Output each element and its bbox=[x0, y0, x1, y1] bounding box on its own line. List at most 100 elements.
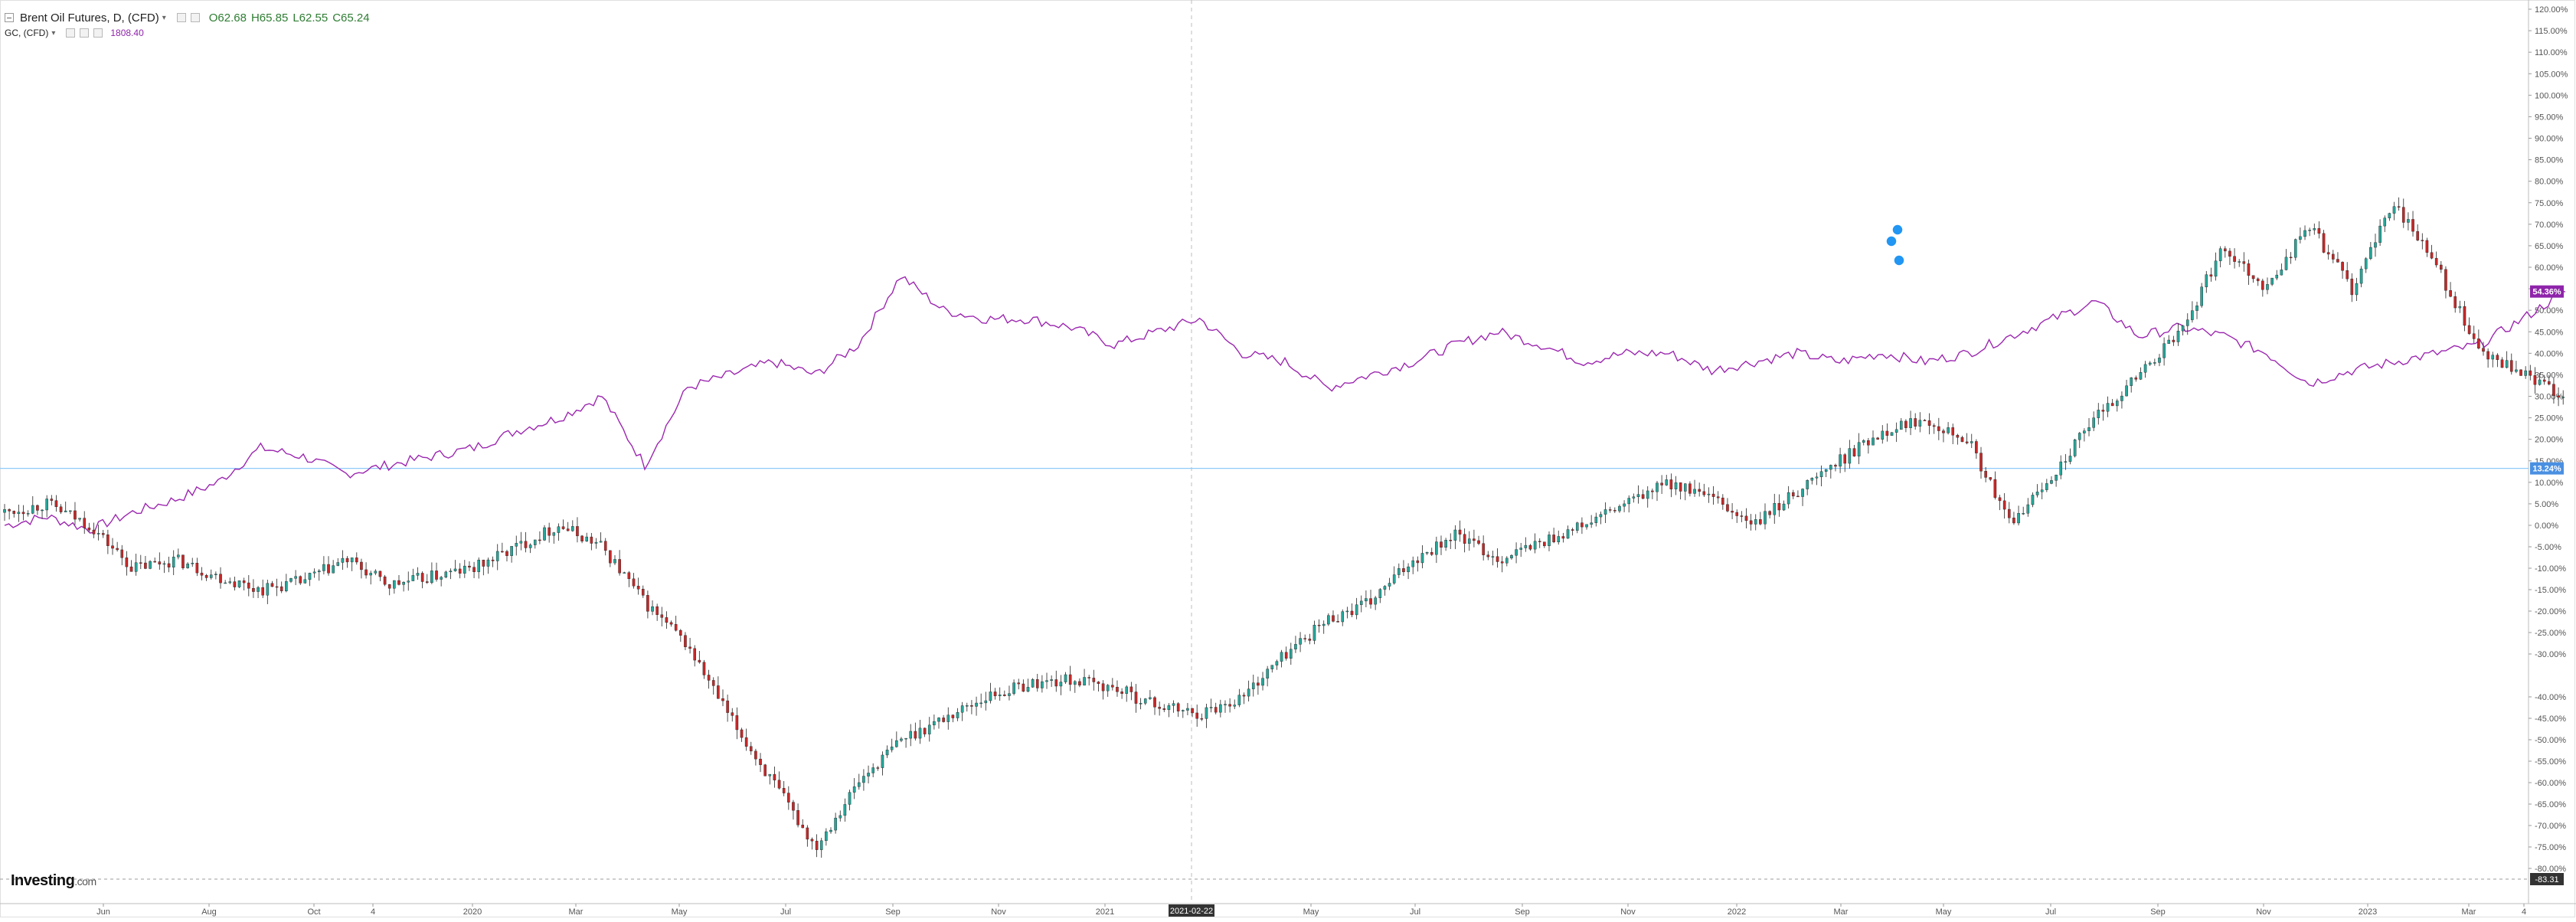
candle-body bbox=[1581, 522, 1584, 528]
candle-body bbox=[294, 576, 297, 579]
candle-body bbox=[984, 700, 988, 704]
candle-body bbox=[1186, 708, 1189, 711]
close-icon[interactable] bbox=[93, 28, 103, 38]
candle-body bbox=[167, 563, 171, 567]
candle-body bbox=[2482, 348, 2485, 352]
x-tick-label: Jun bbox=[96, 907, 110, 917]
x-tick-label: Oct bbox=[307, 907, 320, 917]
candle-body bbox=[1275, 661, 1279, 665]
candle-body bbox=[1575, 522, 1579, 531]
primary-symbol-name[interactable]: Brent Oil Futures, D, (CFD) bbox=[20, 11, 159, 25]
candle-body bbox=[345, 557, 349, 563]
candle-body bbox=[1623, 503, 1626, 507]
candle-body bbox=[1693, 489, 1696, 494]
candle-body bbox=[576, 526, 579, 537]
collapse-icon[interactable] bbox=[5, 13, 14, 22]
candle-body bbox=[1876, 437, 1879, 440]
candle-body bbox=[1158, 707, 1161, 709]
candle-body bbox=[1247, 688, 1250, 697]
candle-body bbox=[1392, 574, 1396, 584]
candle-body bbox=[116, 548, 119, 551]
candle-body bbox=[477, 559, 480, 572]
candle-body bbox=[463, 565, 466, 574]
crosshair-date-label: 2021-02-22 bbox=[1170, 907, 1213, 916]
candle-body bbox=[261, 587, 264, 596]
candle-body bbox=[1120, 692, 1123, 694]
candle-body bbox=[2195, 306, 2198, 311]
close-icon[interactable] bbox=[190, 13, 200, 22]
candle-body bbox=[266, 583, 270, 596]
settings-icon[interactable] bbox=[80, 28, 90, 38]
candle-body bbox=[1824, 469, 1828, 472]
x-tick-label: Sep bbox=[1515, 907, 1530, 917]
candle-body bbox=[1219, 704, 1222, 713]
candle-body bbox=[1068, 674, 1072, 685]
candle-body bbox=[519, 541, 523, 544]
candle-body bbox=[2332, 253, 2335, 260]
y-tick-label: -10.00% bbox=[2535, 564, 2566, 574]
candle-body bbox=[2064, 461, 2068, 463]
candle-body bbox=[2077, 433, 2081, 440]
chevron-down-icon[interactable]: ▾ bbox=[51, 28, 56, 38]
candle-body bbox=[106, 535, 110, 546]
candle-body bbox=[2341, 262, 2344, 271]
candle-body bbox=[1759, 519, 1762, 525]
settings-icon[interactable] bbox=[176, 13, 186, 22]
candle-body bbox=[1233, 705, 1237, 707]
x-tick-label: Sep bbox=[885, 907, 901, 917]
candle-body bbox=[1449, 540, 1453, 541]
chevron-down-icon[interactable]: ▾ bbox=[162, 13, 166, 22]
candle-body bbox=[195, 563, 199, 574]
candle-body bbox=[17, 512, 21, 515]
y-tick-label: 0.00% bbox=[2535, 521, 2558, 531]
candle-body bbox=[2176, 330, 2180, 342]
candle-body bbox=[1467, 538, 1471, 544]
candle-body bbox=[1369, 598, 1372, 605]
candle-body bbox=[979, 702, 982, 705]
candle-body bbox=[21, 512, 25, 515]
candle-body bbox=[2401, 207, 2405, 223]
candle-body bbox=[1543, 541, 1546, 547]
candle-body bbox=[486, 559, 490, 567]
brent-pct-badge-box bbox=[2530, 462, 2564, 475]
legend-secondary[interactable]: GC, (CFD) ▾ 1808.40 bbox=[5, 26, 370, 40]
candle-body bbox=[1336, 621, 1339, 623]
x-tick-label: Jul bbox=[2045, 907, 2056, 917]
candle-body bbox=[702, 662, 706, 675]
candle-body bbox=[679, 629, 682, 636]
candle-body bbox=[1688, 483, 1692, 494]
legend-primary[interactable]: Brent Oil Futures, D, (CFD) ▾ O62.68 H65… bbox=[5, 9, 370, 26]
x-tick-label: Jul bbox=[1410, 907, 1420, 917]
candle-body bbox=[2533, 375, 2537, 385]
candle-body bbox=[876, 767, 880, 769]
candle-body bbox=[1270, 665, 1274, 669]
candle-body bbox=[1862, 440, 1865, 443]
candle-body bbox=[669, 622, 673, 625]
candle-body bbox=[1350, 610, 1354, 616]
candle-body bbox=[2444, 269, 2447, 291]
candle-body bbox=[2233, 256, 2236, 262]
candle-body bbox=[1618, 505, 1621, 512]
candle-body bbox=[364, 569, 368, 576]
crosshair-date-box bbox=[1169, 904, 1214, 917]
gold-series-line bbox=[4, 276, 2566, 534]
candle-body bbox=[721, 698, 724, 701]
candle-body bbox=[2247, 263, 2251, 276]
candle-body bbox=[224, 582, 227, 584]
candle-body bbox=[1533, 541, 1537, 550]
candle-body bbox=[2280, 270, 2283, 276]
candle-body bbox=[538, 539, 541, 541]
secondary-symbol-name[interactable]: GC, (CFD) bbox=[5, 28, 49, 38]
candle-body bbox=[1200, 718, 1204, 720]
visibility-icon[interactable] bbox=[66, 28, 76, 38]
candle-body bbox=[2434, 257, 2438, 266]
candle-body bbox=[144, 562, 147, 569]
x-tick-label: Mar bbox=[2462, 907, 2476, 917]
candle-body bbox=[2172, 339, 2176, 342]
candle-body bbox=[665, 617, 669, 623]
candle-body bbox=[1214, 707, 1218, 713]
candle-body bbox=[172, 557, 175, 567]
candle-body bbox=[181, 554, 185, 568]
